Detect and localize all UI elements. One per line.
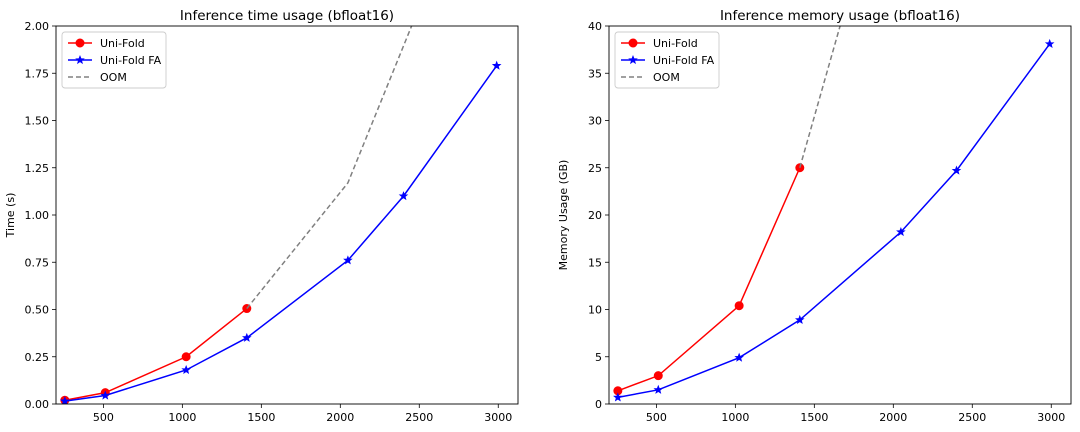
data-point	[181, 352, 191, 362]
plot-area	[613, 26, 1055, 402]
legend: Uni-Fold Uni-Fold FA OOM	[61, 31, 167, 89]
chart-title: Inference memory usage (bfloat16)	[720, 8, 960, 24]
data-point	[795, 314, 805, 324]
x-tick-label: 3000	[1037, 411, 1065, 424]
axes-frame	[608, 25, 1072, 405]
data-point	[242, 332, 252, 342]
y-tick-label: 35	[588, 67, 602, 80]
y-tick-label: 0.25	[25, 351, 50, 364]
chart-title: Inference time usage (bfloat16)	[180, 8, 394, 24]
x-tick-label: 1500	[800, 411, 828, 424]
plot-area	[60, 26, 502, 404]
y-tick-label: 1.75	[25, 67, 50, 80]
y-tick-label: 0.00	[25, 398, 50, 411]
x-tick-label: 2000	[879, 411, 907, 424]
y-axis-label: Time (s)	[4, 193, 17, 239]
axes-frame	[55, 25, 519, 405]
x-tick-label: 2000	[326, 411, 354, 424]
y-tick-label: 1.00	[25, 209, 50, 222]
legend-label: Uni-Fold	[100, 37, 145, 50]
y-tick-label: 0.50	[25, 304, 50, 317]
data-point	[734, 301, 744, 311]
chart-panel-1: Inference time usage (bfloat16) Time (s) 5…	[4, 8, 519, 424]
legend-swatch-marker	[75, 38, 85, 48]
x-tick-label: 500	[646, 411, 667, 424]
y-tick-label: 25	[588, 162, 602, 175]
data-point	[896, 226, 906, 237]
x-tick-label: 1000	[721, 411, 749, 424]
data-point	[653, 371, 663, 381]
legend-label: OOM	[653, 71, 680, 84]
series-line-uni-fold	[617, 167, 801, 392]
legend-label: OOM	[100, 71, 127, 84]
series-line-uni-fold-fa	[617, 43, 1051, 399]
y-tick-label: 1.50	[25, 115, 50, 128]
x-tick-label: 500	[93, 411, 114, 424]
y-tick-label: 40	[588, 20, 602, 33]
x-tick-label: 1000	[168, 411, 196, 424]
y-tick-label: 5	[595, 351, 602, 364]
legend: Uni-Fold Uni-Fold FA OOM	[614, 31, 720, 89]
data-point	[398, 191, 409, 201]
y-tick-label: 0.75	[25, 256, 50, 269]
data-point	[951, 165, 962, 175]
series-line-uni-fold-fa	[64, 65, 498, 402]
legend-label: Uni-Fold FA	[100, 54, 162, 67]
data-point	[181, 364, 191, 375]
legend-box	[61, 31, 167, 89]
y-tick-label: 30	[588, 115, 602, 128]
data-point	[60, 396, 70, 404]
y-tick-label: 0	[595, 398, 602, 411]
legend-box	[614, 31, 720, 89]
chart-panel-2: Inference memory usage (bfloat16) Memory …	[557, 8, 1072, 424]
x-tick-label: 2500	[958, 411, 986, 424]
y-tick-label: 15	[588, 256, 602, 269]
data-point	[653, 384, 664, 394]
y-tick-label: 2.00	[25, 20, 50, 33]
series-line-uni-fold	[64, 307, 248, 401]
data-point	[100, 390, 111, 400]
x-tick-label: 3000	[484, 411, 512, 424]
data-point	[1044, 38, 1055, 49]
legend-swatch-marker	[628, 38, 638, 48]
y-tick-label: 1.25	[25, 162, 50, 175]
x-tick-label: 1500	[247, 411, 275, 424]
y-axis-label: Memory Usage (GB)	[557, 160, 570, 271]
data-point	[613, 392, 623, 402]
y-tick-label: 10	[588, 304, 602, 317]
y-tick-label: 20	[588, 209, 602, 222]
legend-label: Uni-Fold FA	[653, 54, 715, 67]
x-tick-label: 2500	[405, 411, 433, 424]
legend-label: Uni-Fold	[653, 37, 698, 50]
legend-swatch-marker	[628, 54, 638, 65]
series-line-oom	[246, 26, 413, 310]
legend-swatch-marker	[75, 54, 85, 65]
data-point	[343, 255, 353, 265]
series-line-oom	[799, 26, 841, 168]
data-point	[734, 352, 744, 362]
data-point	[491, 60, 502, 70]
